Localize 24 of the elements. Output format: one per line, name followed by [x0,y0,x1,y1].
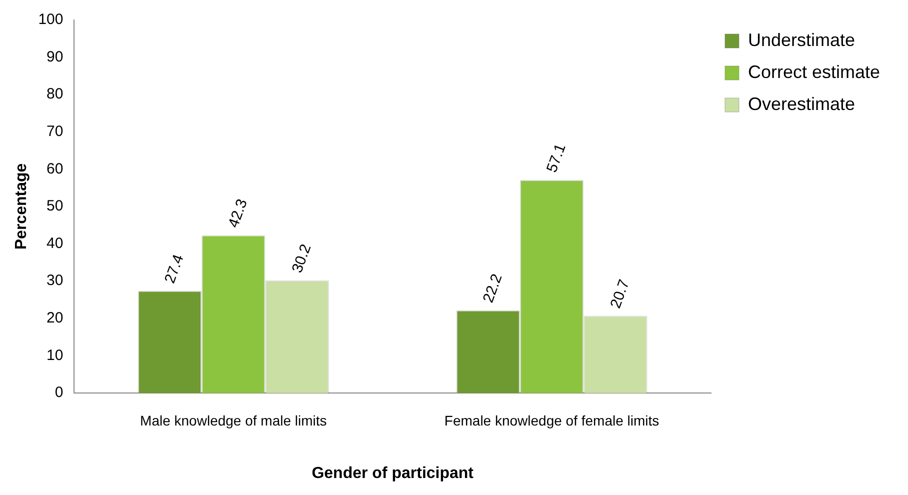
legend-label: Understimate [748,30,856,50]
x-tick-label: Female knowledge of female limits [444,412,660,428]
data-label: 57.1 [543,142,570,175]
data-label: 27.4 [161,252,188,286]
legend-label: Overestimate [748,94,856,114]
x-axis-title: Gender of participant [312,464,474,482]
y-tick-label: 90 [46,48,64,66]
y-axis-title: Percentage [13,163,30,250]
y-tick-label: 50 [46,198,64,215]
data-label: 22.2 [480,272,506,305]
y-tick-label: 80 [46,86,64,103]
legend-label: Correct estimate [748,62,880,82]
y-tick-label: 70 [46,123,64,140]
y-tick-label: 20 [46,310,64,327]
y-tick-label: 100 [38,11,64,28]
y-tick-label: 40 [46,234,64,252]
y-tick-label: 60 [46,160,64,178]
x-tick-label: Male knowledge of male limits [140,412,327,428]
data-label: 20.7 [607,277,634,311]
y-tick-label: 10 [46,346,64,364]
y-tick-label: 30 [46,272,64,290]
data-label: 42.3 [225,196,252,230]
y-tick-label: 0 [54,384,64,402]
data-label: 30.2 [288,242,315,276]
